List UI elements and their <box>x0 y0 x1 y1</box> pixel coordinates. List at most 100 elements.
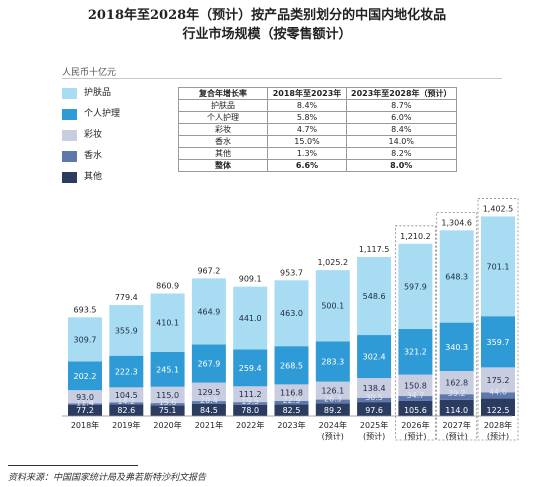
bar-segment <box>109 404 144 416</box>
data-label: 548.6 <box>363 292 386 301</box>
data-label: 597.9 <box>404 282 427 291</box>
data-label: 78.0 <box>241 406 259 415</box>
bar-segment <box>150 293 185 352</box>
unit-divider <box>62 78 502 79</box>
legend-label-others: 其他 <box>84 172 103 182</box>
bar-segment <box>315 270 350 342</box>
total-label: 1,210.2 <box>400 232 431 241</box>
total-label: 860.9 <box>156 281 179 290</box>
data-label: 268.5 <box>280 361 303 370</box>
bar-segment <box>109 355 144 388</box>
category-label: (预计) <box>404 431 426 441</box>
bar-segment <box>357 335 392 379</box>
bar-segment <box>109 402 144 405</box>
data-label: 14.2 <box>117 397 135 406</box>
data-label: 104.5 <box>115 391 138 400</box>
legend-swatch-personal-care <box>62 109 77 120</box>
cagr-table: 复合年增长率 2018年至2023年 2023年至2028年（预计） 护肤品 8… <box>178 87 457 172</box>
bar-segment <box>68 390 102 404</box>
data-label: 39.2 <box>448 389 466 398</box>
bar-segment <box>398 400 433 416</box>
data-label: 116.8 <box>280 389 303 398</box>
bar-segment <box>191 382 226 402</box>
data-label: 34.7 <box>406 391 424 400</box>
data-label: 309.7 <box>74 335 97 344</box>
total-label: 1,304.6 <box>441 218 472 227</box>
data-label: 441.0 <box>239 314 262 323</box>
legend-swatch-skincare <box>62 88 77 99</box>
data-label: 359.7 <box>487 338 510 347</box>
legend-label-perfume: 香水 <box>84 151 103 161</box>
data-label: 150.8 <box>404 381 427 390</box>
data-label: 20.4 <box>200 396 218 405</box>
bar-segment <box>315 341 350 382</box>
category-label: 2018年 <box>71 420 99 430</box>
data-label: 26.3 <box>324 395 342 404</box>
category-label: 2028年 <box>484 420 512 430</box>
data-label: 701.1 <box>487 262 510 271</box>
category-label: 2025年 <box>360 420 388 430</box>
data-label: 222.3 <box>115 368 138 377</box>
total-label: 967.2 <box>197 266 220 275</box>
category-label: 2021年 <box>195 420 223 430</box>
data-label: 11.4 <box>76 398 94 407</box>
data-label: 84.5 <box>200 406 218 415</box>
bar-segment <box>150 386 185 404</box>
category-label: (预计) <box>446 431 468 441</box>
data-label: 15.6 <box>159 398 177 407</box>
bar-segment <box>150 351 185 387</box>
bar-segment <box>233 349 268 387</box>
data-label: 93.0 <box>76 393 94 402</box>
category-label: 2027年 <box>443 420 471 430</box>
bar-segment <box>439 371 474 395</box>
bar-segment <box>315 403 350 416</box>
bar-segment <box>274 346 309 385</box>
legend-label-skincare: 护肤品 <box>84 88 112 98</box>
bar-segment <box>439 399 474 416</box>
data-label: 75.1 <box>159 406 177 415</box>
cagr-row-perfume: 香水 15.0% 14.0% <box>178 135 457 148</box>
data-label: 122.5 <box>487 406 510 415</box>
bar-segment <box>68 405 102 416</box>
category-label: (预计) <box>487 431 509 441</box>
bar-segment <box>191 278 226 345</box>
bar-segment <box>150 403 185 406</box>
total-label: 1,025.2 <box>318 258 349 267</box>
bar-segment <box>315 399 350 404</box>
bar-segment <box>357 402 392 416</box>
unit-label: 人民币十亿元 <box>62 68 117 78</box>
source-divider <box>8 465 138 466</box>
legend-label-personal-care: 个人护理 <box>84 109 121 119</box>
data-label: 30.5 <box>365 393 383 402</box>
data-label: 44.0 <box>489 387 507 396</box>
bar-segment <box>481 392 515 399</box>
category-label: 2020年 <box>153 420 181 430</box>
bar-segment <box>481 316 515 368</box>
bar-segment <box>357 256 392 336</box>
bar-segment <box>191 401 226 404</box>
bar-segment <box>233 386 268 403</box>
forecast-highlight-box <box>394 225 436 441</box>
cagr-cell: 6.6% <box>267 159 347 172</box>
cagr-cell: 8.0% <box>346 159 457 172</box>
bar-segment <box>150 405 185 416</box>
bar-segment <box>398 243 433 329</box>
data-label: 138.4 <box>363 384 386 393</box>
bar-segment <box>439 394 474 400</box>
bar-segment <box>68 361 102 391</box>
category-label: 2023年 <box>277 420 305 430</box>
bar-segment <box>357 397 392 403</box>
data-label: 175.2 <box>487 376 510 385</box>
data-label: 259.4 <box>239 364 262 373</box>
data-label: 22.9 <box>283 396 301 405</box>
bar-segment <box>274 384 309 401</box>
bar-segment <box>439 230 474 323</box>
chart-title: 2018年至2028年（预计）按产品类别划分的中国内地化妆品 行业市场规模（按零… <box>0 6 534 44</box>
bar-segment <box>315 381 350 400</box>
forecast-highlight-box <box>477 198 519 441</box>
data-label: 500.1 <box>321 302 344 311</box>
bar-segment <box>233 404 268 416</box>
category-label: 2019年 <box>112 420 140 430</box>
bar-segment <box>481 398 515 416</box>
data-label: 114.0 <box>445 406 468 415</box>
